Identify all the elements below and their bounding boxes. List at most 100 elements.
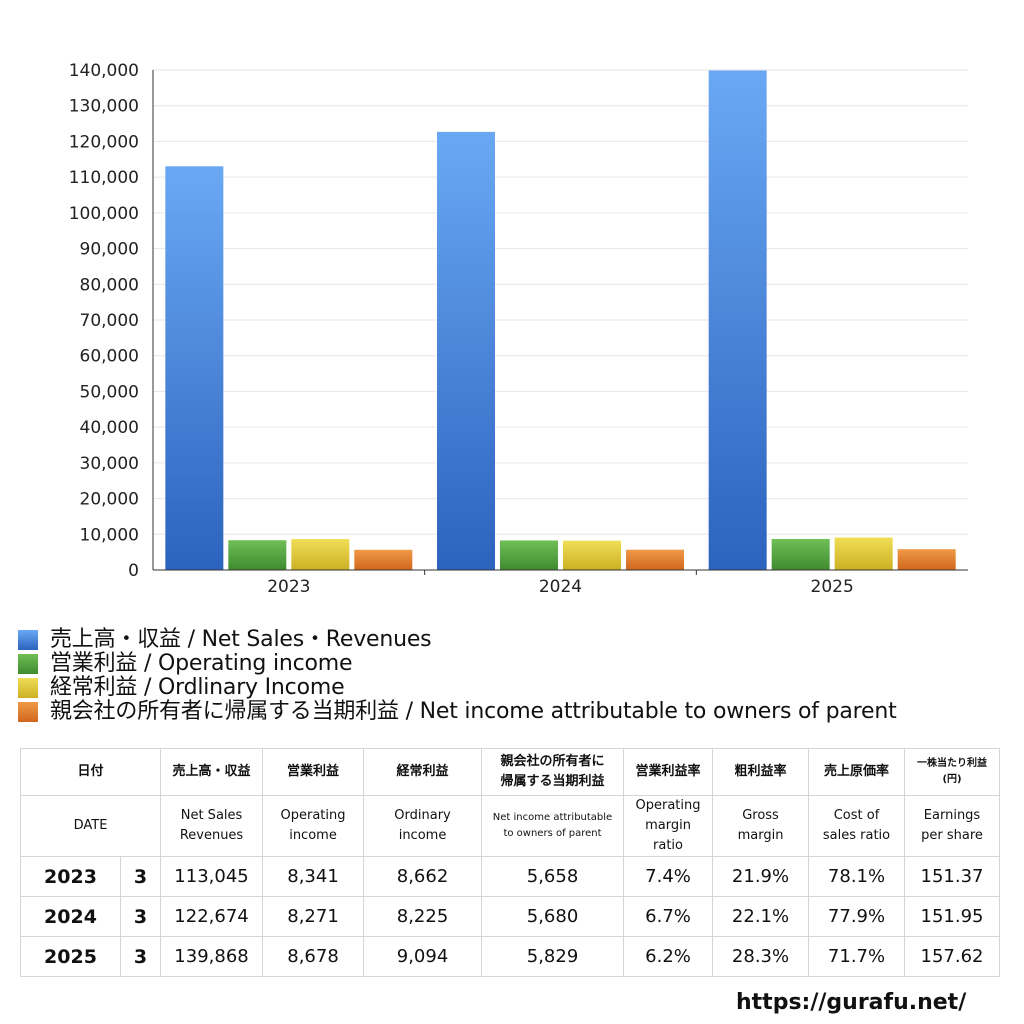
header-line: sales ratio xyxy=(822,828,891,843)
financial-table: 日付 売上高・収益 営業利益 経常利益 親会社の所有者に 帰属する当期利益 営業利… xyxy=(19,748,1001,977)
table-header-jp: 日付 売上高・収益 営業利益 経常利益 親会社の所有者に 帰属する当期利益 営業利… xyxy=(19,748,1001,796)
y-tick-label: 130,000 xyxy=(69,97,139,117)
bar-2025-series-1 xyxy=(771,539,830,570)
y-tick-label: 50,000 xyxy=(80,382,139,402)
header-date-jp: 日付 xyxy=(19,748,162,796)
header-operating-income-jp: 営業利益 xyxy=(262,748,365,796)
legend-swatch xyxy=(18,654,38,674)
header-line: Cost of xyxy=(833,808,880,823)
legend-label: 営業利益 / Operating income xyxy=(50,651,353,676)
header-line: Gross xyxy=(742,808,779,823)
table-row: 2023 3 113,045 8,341 8,662 5,658 7.4% 21… xyxy=(20,856,1001,897)
header-line: Revenues xyxy=(179,828,244,843)
cell-op-margin: 7.4% xyxy=(623,856,714,897)
legend-item-operating-income: 営業利益 / Operating income xyxy=(18,652,897,676)
bar-2023-series-1 xyxy=(228,540,287,570)
header-cost-ratio-jp: 売上原価率 xyxy=(808,748,906,796)
cell-op-margin: 6.7% xyxy=(623,896,714,937)
cell-eps: 151.37 xyxy=(904,856,1001,897)
x-tick-label: 2023 xyxy=(267,577,310,597)
bar-2024-series-1 xyxy=(500,540,558,570)
cell-year: 2025 xyxy=(20,936,121,977)
cell-operating-income: 8,271 xyxy=(262,896,365,937)
legend-label: 売上高・収益 / Net Sales・Revenues xyxy=(50,627,432,652)
header-operating-income-en: Operating income xyxy=(262,795,365,857)
cell-net-income: 5,829 xyxy=(481,936,625,977)
header-line: Ordinary xyxy=(394,808,451,823)
bar-2023-series-3 xyxy=(354,549,413,570)
bar-chart: 0 10,000 20,000 30,000 40,000 50,000 60,000 70,… xyxy=(69,61,968,597)
cell-gross-margin: 22.1% xyxy=(712,896,810,937)
header-op-margin-jp: 営業利益率 xyxy=(623,748,714,796)
bar-2025-series-3 xyxy=(897,549,956,570)
site-url[interactable]: https://gurafu.net/ xyxy=(736,990,967,1015)
header-net-sales-en: Net Sales Revenues xyxy=(160,795,264,857)
cell-operating-income: 8,678 xyxy=(262,936,365,977)
y-tick-label: 20,000 xyxy=(80,490,139,510)
bars xyxy=(165,70,956,570)
cell-gross-margin: 21.9% xyxy=(712,856,810,897)
table-row: 2024 3 122,674 8,271 8,225 5,680 6.7% 22… xyxy=(20,896,1001,937)
y-tick-label: 90,000 xyxy=(80,240,139,260)
x-axis-ticks: 2023 2024 2025 xyxy=(267,577,854,597)
header-line: 親会社の所有者に xyxy=(500,754,605,769)
cell-month: 3 xyxy=(119,896,162,937)
header-net-sales-jp: 売上高・収益 xyxy=(160,748,264,796)
header-line: Net Sales xyxy=(180,808,243,823)
y-axis-ticks: 0 10,000 20,000 30,000 40,000 50,000 60,000 70,… xyxy=(69,61,139,581)
header-line: Earnings xyxy=(923,808,981,823)
y-tick-label: 0 xyxy=(128,561,139,581)
header-line: to owners of parent xyxy=(503,828,602,839)
cell-month: 3 xyxy=(119,936,162,977)
header-ordinary-income-en: Ordinary income xyxy=(363,795,483,857)
cell-net-sales: 139,868 xyxy=(160,936,264,977)
cell-year: 2024 xyxy=(20,896,121,937)
x-tick-label: 2025 xyxy=(811,577,854,597)
header-line: per share xyxy=(921,828,983,843)
header-ordinary-income-jp: 経常利益 xyxy=(363,748,483,796)
header-net-income-en: Net income attributable to owners of pare… xyxy=(481,795,625,857)
header-cost-ratio-en: Cost of sales ratio xyxy=(808,795,906,857)
header-line: 一株当たり利益 xyxy=(917,758,988,769)
y-tick-label: 30,000 xyxy=(80,454,139,474)
y-tick-label: 70,000 xyxy=(80,311,139,331)
y-tick-label: 100,000 xyxy=(69,204,139,224)
cell-cost-ratio: 71.7% xyxy=(808,936,906,977)
header-line: ratio xyxy=(653,838,683,853)
header-line: Operating xyxy=(635,798,701,813)
cell-ordinary-income: 8,225 xyxy=(363,896,483,937)
header-line: income xyxy=(289,828,337,843)
header-line: Operating xyxy=(280,808,346,823)
cell-op-margin: 6.2% xyxy=(623,936,714,977)
cell-gross-margin: 28.3% xyxy=(712,936,810,977)
bar-2024-series-0 xyxy=(437,131,495,570)
legend-swatch xyxy=(18,630,38,650)
y-tick-label: 140,000 xyxy=(69,61,139,81)
header-eps-en: Earnings per share xyxy=(904,795,1001,857)
header-date-en: DATE xyxy=(19,795,162,857)
header-net-income-jp: 親会社の所有者に 帰属する当期利益 xyxy=(481,748,625,796)
bar-2023-series-0 xyxy=(165,166,224,570)
cell-net-sales: 113,045 xyxy=(160,856,264,897)
legend-swatch xyxy=(18,702,38,722)
y-tick-label: 40,000 xyxy=(80,418,139,438)
y-tick-label: 60,000 xyxy=(80,347,139,367)
header-line: margin xyxy=(645,818,691,833)
header-line: (円) xyxy=(942,774,962,785)
cell-ordinary-income: 9,094 xyxy=(363,936,483,977)
legend-label: 経常利益 / Ordlinary Income xyxy=(50,675,345,700)
y-tick-label: 10,000 xyxy=(80,525,139,545)
y-tick-label: 120,000 xyxy=(69,132,139,152)
legend-label: 親会社の所有者に帰属する当期利益 / Net income attributab… xyxy=(50,699,897,724)
header-line: income xyxy=(398,828,447,843)
table-row: 2025 3 139,868 8,678 9,094 5,829 6.2% 28… xyxy=(20,936,1001,977)
legend-item-ordinary-income: 経常利益 / Ordlinary Income xyxy=(18,676,897,700)
legend: 売上高・収益 / Net Sales・Revenues 営業利益 / Opera… xyxy=(18,628,897,724)
header-gross-margin-en: Gross margin xyxy=(712,795,810,857)
table-header-en: DATE Net Sales Revenues Operating income O… xyxy=(19,795,1001,857)
bar-2025-series-0 xyxy=(708,70,767,570)
y-tick-label: 110,000 xyxy=(69,168,139,188)
bar-2024-series-2 xyxy=(563,540,621,570)
gridlines xyxy=(153,69,968,535)
axes xyxy=(152,70,968,575)
